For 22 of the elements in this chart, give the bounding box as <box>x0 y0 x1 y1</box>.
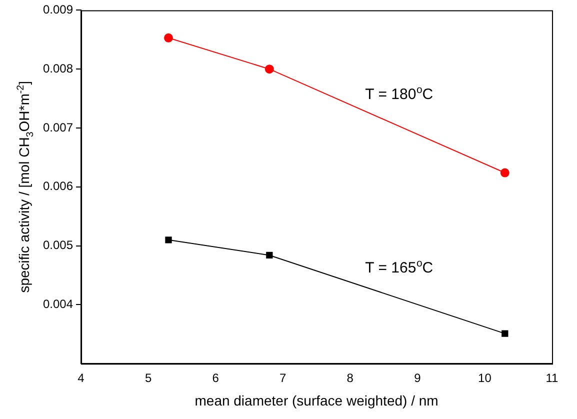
point <box>500 168 510 178</box>
y-tick-label: 0.007 <box>43 120 74 134</box>
x-tick-label: 11 <box>546 371 559 386</box>
x-tick-label: 9 <box>414 371 422 386</box>
x-tick-label: 5 <box>144 371 152 386</box>
y-tick-label: 0.008 <box>43 61 74 76</box>
y-tick-label: 0.005 <box>43 238 74 252</box>
x-tick-label: 4 <box>78 371 85 386</box>
y-tick-label: 0.006 <box>43 179 74 194</box>
point <box>264 64 274 74</box>
y-tick-label: 0.004 <box>43 297 74 312</box>
x-tick-label: 8 <box>346 371 354 386</box>
point <box>164 33 173 42</box>
point <box>165 236 172 244</box>
y-tick-label: 0.009 <box>43 2 74 17</box>
x-tick-label: 6 <box>212 371 220 386</box>
y-axis-title: specific activity / [mol CH3OH*m-2] <box>15 81 36 293</box>
point <box>502 330 508 337</box>
point <box>266 252 273 259</box>
x-tick-label: 7 <box>280 371 287 386</box>
x-tick-label: 10 <box>478 371 492 386</box>
x-axis-title: mean diameter (surface weighted) / nm <box>194 392 438 409</box>
